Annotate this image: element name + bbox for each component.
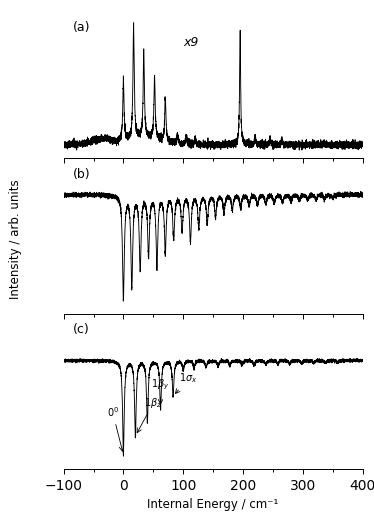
Text: $1\beta_y$: $1\beta_y$ bbox=[151, 377, 170, 404]
Text: Intensity / arb. units: Intensity / arb. units bbox=[9, 180, 22, 300]
Text: $0^0$: $0^0$ bbox=[107, 405, 123, 451]
Text: (a): (a) bbox=[73, 21, 90, 34]
Text: (c): (c) bbox=[73, 323, 89, 336]
Text: $1\sigma_x$: $1\sigma_x$ bbox=[175, 371, 197, 393]
Text: (b): (b) bbox=[73, 168, 90, 181]
X-axis label: Internal Energy / cm⁻¹: Internal Energy / cm⁻¹ bbox=[147, 498, 279, 511]
Text: $1\beta_z$: $1\beta_z$ bbox=[137, 396, 162, 432]
Text: x9: x9 bbox=[183, 36, 199, 49]
